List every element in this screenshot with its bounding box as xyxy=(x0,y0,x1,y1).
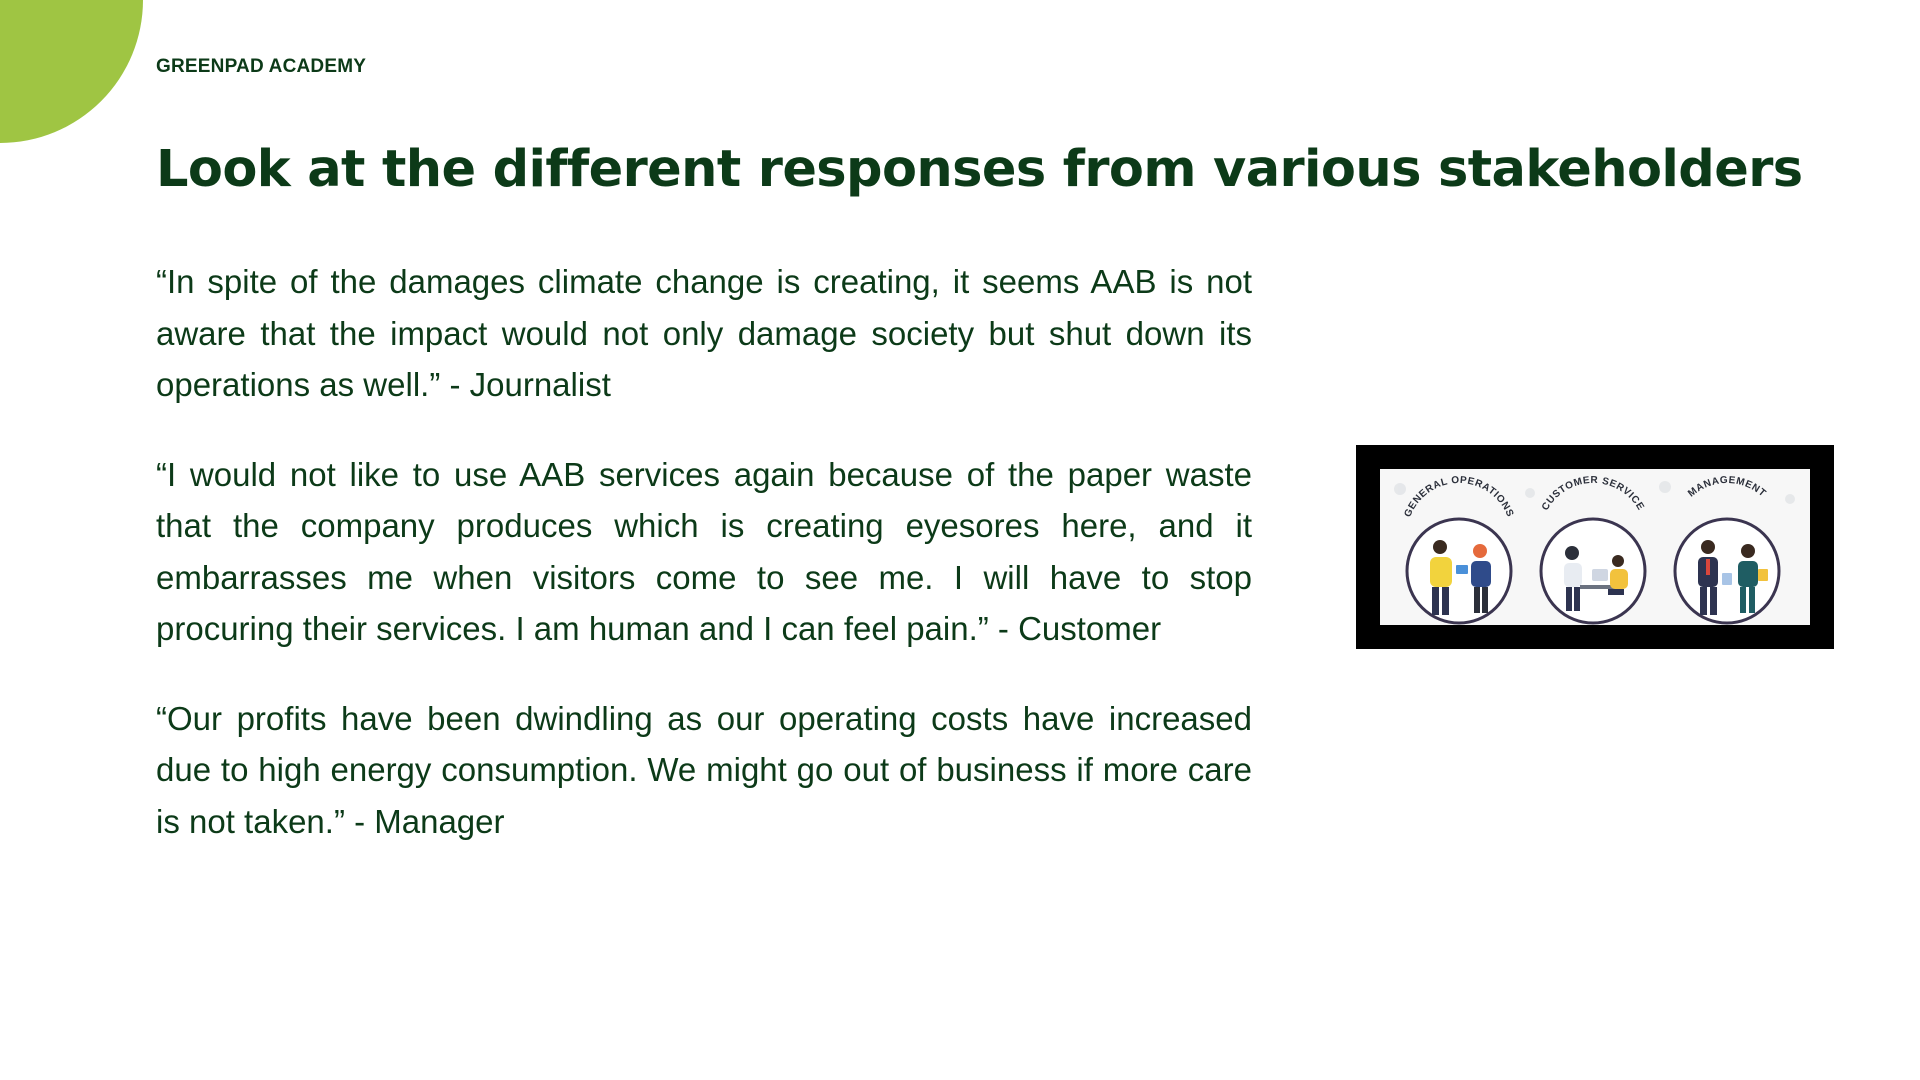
svg-text:CUSTOMER SERVICE: CUSTOMER SERVICE xyxy=(1540,475,1646,513)
svg-text:MANAGEMENT: MANAGEMENT xyxy=(1686,475,1768,500)
slide-title: Look at the different responses from var… xyxy=(156,140,1803,199)
quote-customer: “I would not like to use AAB services ag… xyxy=(156,455,1252,648)
customer-service-icon: CUSTOMER SERVICE xyxy=(1539,475,1647,625)
brand-name: GREENPAD ACADEMY xyxy=(156,56,367,77)
management-icon: MANAGEMENT xyxy=(1673,475,1781,625)
label-management: MANAGEMENT xyxy=(1686,475,1767,500)
quotes-container: “In spite of the damages climate change … xyxy=(156,256,1252,885)
illustration-panel: GENERAL OPERATIONS xyxy=(1380,469,1810,625)
svg-text:GENERAL OPERATIONS: GENERAL OPERATIONS xyxy=(1402,475,1515,519)
quote-manager: “Our profits have been dwindling as our … xyxy=(156,699,1252,840)
general-operations-icon: GENERAL OPERATIONS xyxy=(1402,475,1515,625)
corner-decoration xyxy=(0,0,143,143)
stakeholders-illustration: GENERAL OPERATIONS xyxy=(1356,445,1834,649)
label-general-operations: GENERAL OPERATIONS xyxy=(1402,475,1514,519)
quote-journalist: “In spite of the damages climate change … xyxy=(156,263,1252,403)
label-customer-service: CUSTOMER SERVICE xyxy=(1540,475,1646,513)
